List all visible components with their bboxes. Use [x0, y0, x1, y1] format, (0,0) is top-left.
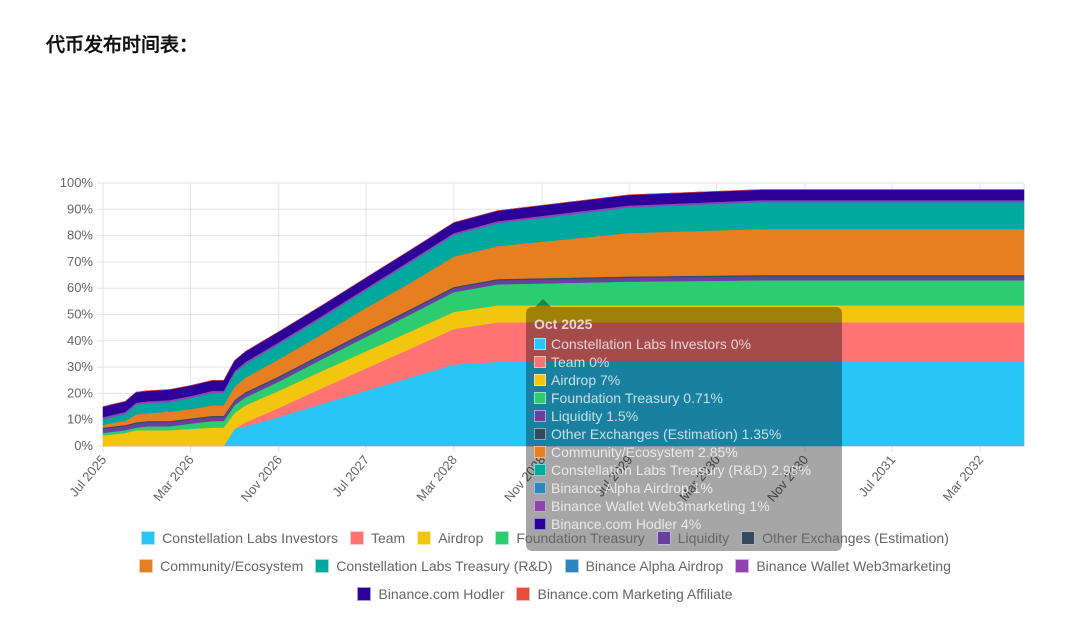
legend-label: Airdrop	[438, 530, 484, 546]
y-tick-label: 100%	[60, 175, 94, 190]
legend-swatch	[141, 531, 156, 545]
y-tick-label: 70%	[67, 254, 93, 269]
tooltip-text: Team 0%	[551, 354, 610, 370]
tooltip-text: Binance Alpha Airdrop 1%	[551, 480, 713, 496]
legend-item[interactable]: Binance Wallet Web3marketing	[735, 558, 951, 574]
x-tick-label: Mar 2028	[413, 452, 460, 504]
tooltip-text: Community/Ecosystem 2.85%	[551, 444, 738, 460]
legend-item[interactable]: Constellation Labs Investors	[141, 530, 338, 546]
chart-areas	[102, 189, 1025, 447]
tooltip-line: Constellation Labs Treasury (R&D) 2.98%	[534, 461, 834, 479]
legend-label: Foundation Treasury	[516, 530, 645, 546]
tooltip-line: Team 0%	[534, 353, 834, 371]
x-tick-label: Nov 2026	[238, 452, 285, 504]
y-tick-label: 10%	[67, 412, 93, 427]
tooltip-text: Constellation Labs Investors 0%	[551, 336, 751, 352]
area-binance-com-marketing-affiliate[interactable]	[102, 189, 1024, 407]
legend-swatch	[357, 587, 372, 601]
tooltip-text: Constellation Labs Treasury (R&D) 2.98%	[551, 462, 811, 478]
legend-swatch	[735, 559, 750, 573]
tooltip-line: Liquidity 1.5%	[534, 407, 834, 425]
legend-label: Binance Alpha Airdrop	[585, 558, 724, 574]
legend-label: Liquidity	[677, 530, 730, 546]
x-tick-label: Jul 2031	[855, 452, 898, 499]
tooltip-lines: Constellation Labs Investors 0% Team 0% Ai…	[534, 335, 834, 533]
legend-item[interactable]: Liquidity	[656, 530, 730, 546]
legend-row: Community/Ecosystem Constellation Labs Tr…	[0, 552, 1090, 580]
legend-label: Constellation Labs Investors	[162, 530, 338, 546]
legend-swatch	[417, 531, 432, 545]
y-tick-label: 40%	[67, 333, 93, 348]
y-tick-label: 60%	[67, 280, 93, 295]
legend-label: Binance.com Marketing Affiliate	[537, 586, 733, 602]
chart-tooltip: Oct 2025 Constellation Labs Investors 0%…	[526, 307, 842, 551]
tooltip-swatch	[534, 392, 546, 404]
tooltip-line: Other Exchanges (Estimation) 1.35%	[534, 425, 834, 443]
tooltip-text: Liquidity 1.5%	[551, 408, 639, 424]
tooltip-text: Binance Wallet Web3marketing 1%	[551, 498, 770, 514]
tooltip-line: Binance Alpha Airdrop 1%	[534, 479, 834, 497]
tooltip-text: Other Exchanges (Estimation) 1.35%	[551, 426, 782, 442]
legend-swatch	[656, 531, 671, 545]
y-tick-label: 30%	[67, 359, 93, 374]
tooltip-swatch	[534, 464, 546, 476]
legend-row: Binance.com Hodler Binance.com Marketing …	[0, 580, 1090, 608]
legend-item[interactable]: Community/Ecosystem	[139, 558, 303, 574]
x-tick-label: Mar 2026	[150, 452, 197, 504]
legend-swatch	[495, 531, 510, 545]
y-tick-label: 80%	[67, 228, 93, 243]
legend-item[interactable]: Binance.com Hodler	[357, 586, 504, 602]
y-tick-label: 90%	[67, 201, 93, 216]
legend-item[interactable]: Binance.com Marketing Affiliate	[516, 586, 733, 602]
x-tick-label: Mar 2032	[940, 452, 987, 504]
legend-row: Constellation Labs Investors Team Airdrop F…	[0, 524, 1090, 552]
tooltip-text: Airdrop 7%	[551, 372, 621, 388]
tooltip-title: Oct 2025	[534, 316, 593, 332]
legend-swatch	[741, 531, 756, 545]
legend-item[interactable]: Binance Alpha Airdrop	[564, 558, 724, 574]
y-tick-label: 50%	[67, 307, 93, 322]
tooltip-line: Binance Wallet Web3marketing 1%	[534, 497, 834, 515]
tooltip-line: Airdrop 7%	[534, 371, 834, 389]
tooltip-swatch	[534, 518, 546, 530]
legend-item[interactable]: Foundation Treasury	[495, 530, 645, 546]
legend-item[interactable]: Team	[349, 530, 406, 546]
tooltip-text: Foundation Treasury 0.71%	[551, 390, 723, 406]
tooltip-swatch	[534, 446, 546, 458]
tooltip-swatch	[534, 356, 546, 368]
legend-swatch	[349, 531, 364, 545]
legend-label: Binance Wallet Web3marketing	[756, 558, 951, 574]
tooltip-line: Constellation Labs Investors 0%	[534, 335, 834, 353]
tooltip-swatch	[534, 410, 546, 422]
tooltip-swatch	[534, 428, 546, 440]
x-tick-label: Jul 2025	[66, 452, 109, 499]
legend-label: Team	[370, 530, 406, 546]
legend-item[interactable]: Other Exchanges (Estimation)	[741, 530, 949, 546]
legend-label: Constellation Labs Treasury (R&D)	[336, 558, 553, 574]
tooltip-line: Community/Ecosystem 2.85%	[534, 443, 834, 461]
legend-item[interactable]: Airdrop	[417, 530, 483, 546]
tooltip-swatch	[534, 338, 546, 350]
chart-legend: Constellation Labs Investors Team Airdrop F…	[0, 524, 1090, 608]
tooltip-caret	[535, 299, 551, 307]
y-tick-label: 20%	[67, 385, 93, 400]
legend-label: Community/Ecosystem	[160, 558, 304, 574]
page-heading: 代币发布时间表：	[46, 34, 199, 56]
x-tick-label: Jul 2027	[329, 452, 372, 499]
y-tick-label: 0%	[74, 438, 93, 453]
legend-label: Other Exchanges (Estimation)	[762, 530, 949, 546]
tooltip-swatch	[534, 500, 546, 512]
legend-swatch	[139, 559, 154, 573]
tooltip-line: Binance.com Hodler 4%	[534, 515, 834, 533]
tooltip-swatch	[534, 374, 546, 386]
tooltip-text: Binance.com Hodler 4%	[551, 516, 702, 532]
legend-label: Binance.com Hodler	[378, 586, 505, 602]
legend-swatch	[516, 587, 531, 601]
tooltip-swatch	[534, 482, 546, 494]
legend-swatch	[315, 559, 330, 573]
legend-item[interactable]: Constellation Labs Treasury (R&D)	[315, 558, 553, 574]
legend-swatch	[564, 559, 579, 573]
tooltip-line: Foundation Treasury 0.71%	[534, 389, 834, 407]
